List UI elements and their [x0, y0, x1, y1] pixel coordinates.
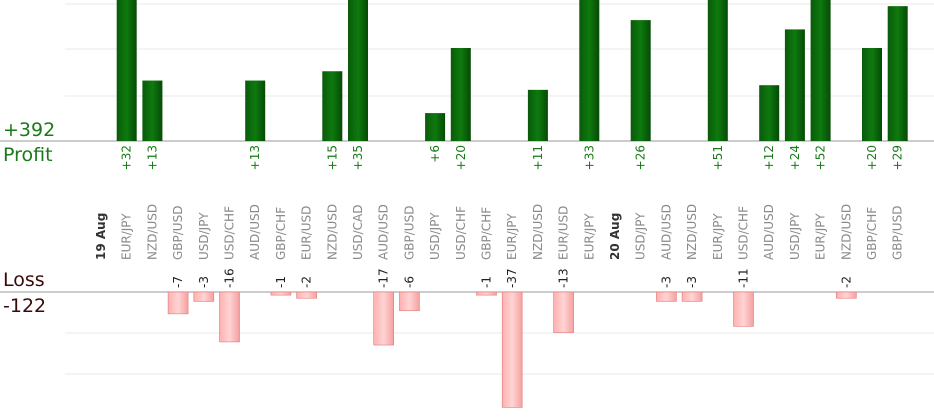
profit-value-label: +51 [711, 145, 725, 170]
loss-bar [501, 291, 523, 408]
loss-bar [399, 291, 420, 312]
category-label: NZD/USD [685, 204, 699, 260]
date-label: 19 Aug [94, 213, 108, 260]
profit-value-label: +33 [582, 145, 596, 170]
profit-bar [887, 6, 908, 142]
category-label: USD/CHF [737, 206, 751, 260]
loss-value-label: -17 [377, 268, 391, 288]
profit-value-label: +20 [865, 145, 879, 170]
profit-bar [810, 0, 831, 141]
loss-value-label: -37 [505, 268, 519, 288]
category-label: NZD/USD [839, 204, 853, 260]
category-label: USD/JPY [428, 212, 442, 260]
loss-value-label: -2 [839, 276, 853, 288]
profit-bar [862, 48, 882, 141]
profit-bar [759, 85, 780, 141]
loss-total: -122 [3, 295, 47, 317]
date-label: 20 Aug [608, 213, 622, 260]
profit-bar [116, 0, 137, 142]
profit-total: +392 [3, 119, 56, 141]
category-label: EUR/USD [300, 206, 314, 260]
category-label: EUR/JPY [582, 213, 596, 260]
loss-value-label: -2 [300, 276, 314, 288]
category-label: USD/CAD [351, 204, 365, 260]
profit-bar [579, 0, 600, 141]
profit-value-label: +6 [428, 145, 442, 163]
loss-value-label: -16 [223, 268, 237, 288]
profit-value-label: +32 [120, 145, 134, 170]
category-label: EUR/USD [557, 206, 571, 260]
category-label: USD/JPY [197, 212, 211, 260]
profit-bar [142, 80, 163, 141]
profit-value-label: +26 [634, 145, 648, 170]
loss-value-label: -3 [659, 276, 673, 288]
category-label: GBP/USD [171, 206, 185, 260]
profit-value-label: +35 [351, 145, 365, 170]
loss-bar [553, 291, 574, 333]
profit-value-label: +24 [788, 145, 802, 170]
profit-value-label: +15 [325, 145, 339, 170]
profit-value-label: +29 [891, 145, 905, 170]
loss-bar [296, 291, 317, 299]
profit-bar [450, 48, 471, 141]
loss-bar [270, 291, 292, 296]
profit-bar [527, 89, 548, 141]
profit-value-label: +11 [531, 145, 545, 170]
category-label: AUD/USD [377, 204, 391, 260]
loss-label: Loss [3, 269, 45, 291]
profit-bar [630, 20, 651, 142]
category-label: EUR/JPY [505, 213, 519, 260]
category-label: GBP/CHF [274, 207, 288, 260]
profit-bar [707, 0, 728, 141]
profit-bar [784, 29, 805, 141]
loss-bar [219, 291, 240, 343]
category-label: USD/CHF [223, 206, 237, 260]
category-label: GBP/USD [402, 206, 416, 260]
profit-value-label: +20 [454, 145, 468, 170]
loss-value-label: -1 [480, 276, 494, 288]
category-label: EUR/JPY [814, 213, 828, 260]
loss-value-label: -13 [557, 268, 571, 288]
loss-value-label: -11 [737, 268, 751, 288]
loss-value-label: -1 [274, 276, 288, 288]
profit-label: Profit [3, 144, 53, 166]
loss-bar [681, 291, 703, 302]
category-label: GBP/CHF [865, 207, 879, 260]
category-label: GBP/USD [891, 206, 905, 260]
profit-value-label: +52 [814, 145, 828, 170]
category-label: USD/JPY [634, 212, 648, 260]
category-label: AUD/USD [762, 204, 776, 260]
loss-value-label: -7 [171, 276, 185, 288]
category-label: EUR/JPY [120, 213, 134, 260]
category-label: USD/CHF [454, 206, 468, 260]
loss-bar [656, 291, 677, 302]
category-label: NZD/USD [531, 204, 545, 260]
category-label: GBP/CHF [480, 207, 494, 260]
profit-value-label: +13 [248, 145, 262, 170]
profit-bar [245, 80, 266, 141]
profit-bar [425, 113, 446, 141]
loss-bar [373, 291, 395, 346]
loss-value-label: -6 [402, 276, 416, 288]
category-label: AUD/USD [659, 204, 673, 260]
profit-bar [348, 0, 368, 141]
loss-bar [193, 291, 215, 302]
loss-bar [476, 291, 497, 296]
loss-value-label: -3 [685, 276, 699, 288]
loss-bar [835, 291, 857, 299]
profit-value-label: +13 [145, 145, 159, 170]
loss-value-label: -3 [197, 276, 211, 288]
category-label: AUD/USD [248, 204, 262, 260]
category-label: NZD/USD [145, 204, 159, 260]
loss-bar [733, 291, 754, 327]
category-label: NZD/USD [325, 204, 339, 260]
profit-value-label: +12 [762, 145, 776, 170]
category-label: USD/JPY [788, 212, 802, 260]
loss-bar [167, 291, 189, 315]
profit-bar [322, 71, 343, 141]
category-label: EUR/JPY [711, 213, 725, 260]
